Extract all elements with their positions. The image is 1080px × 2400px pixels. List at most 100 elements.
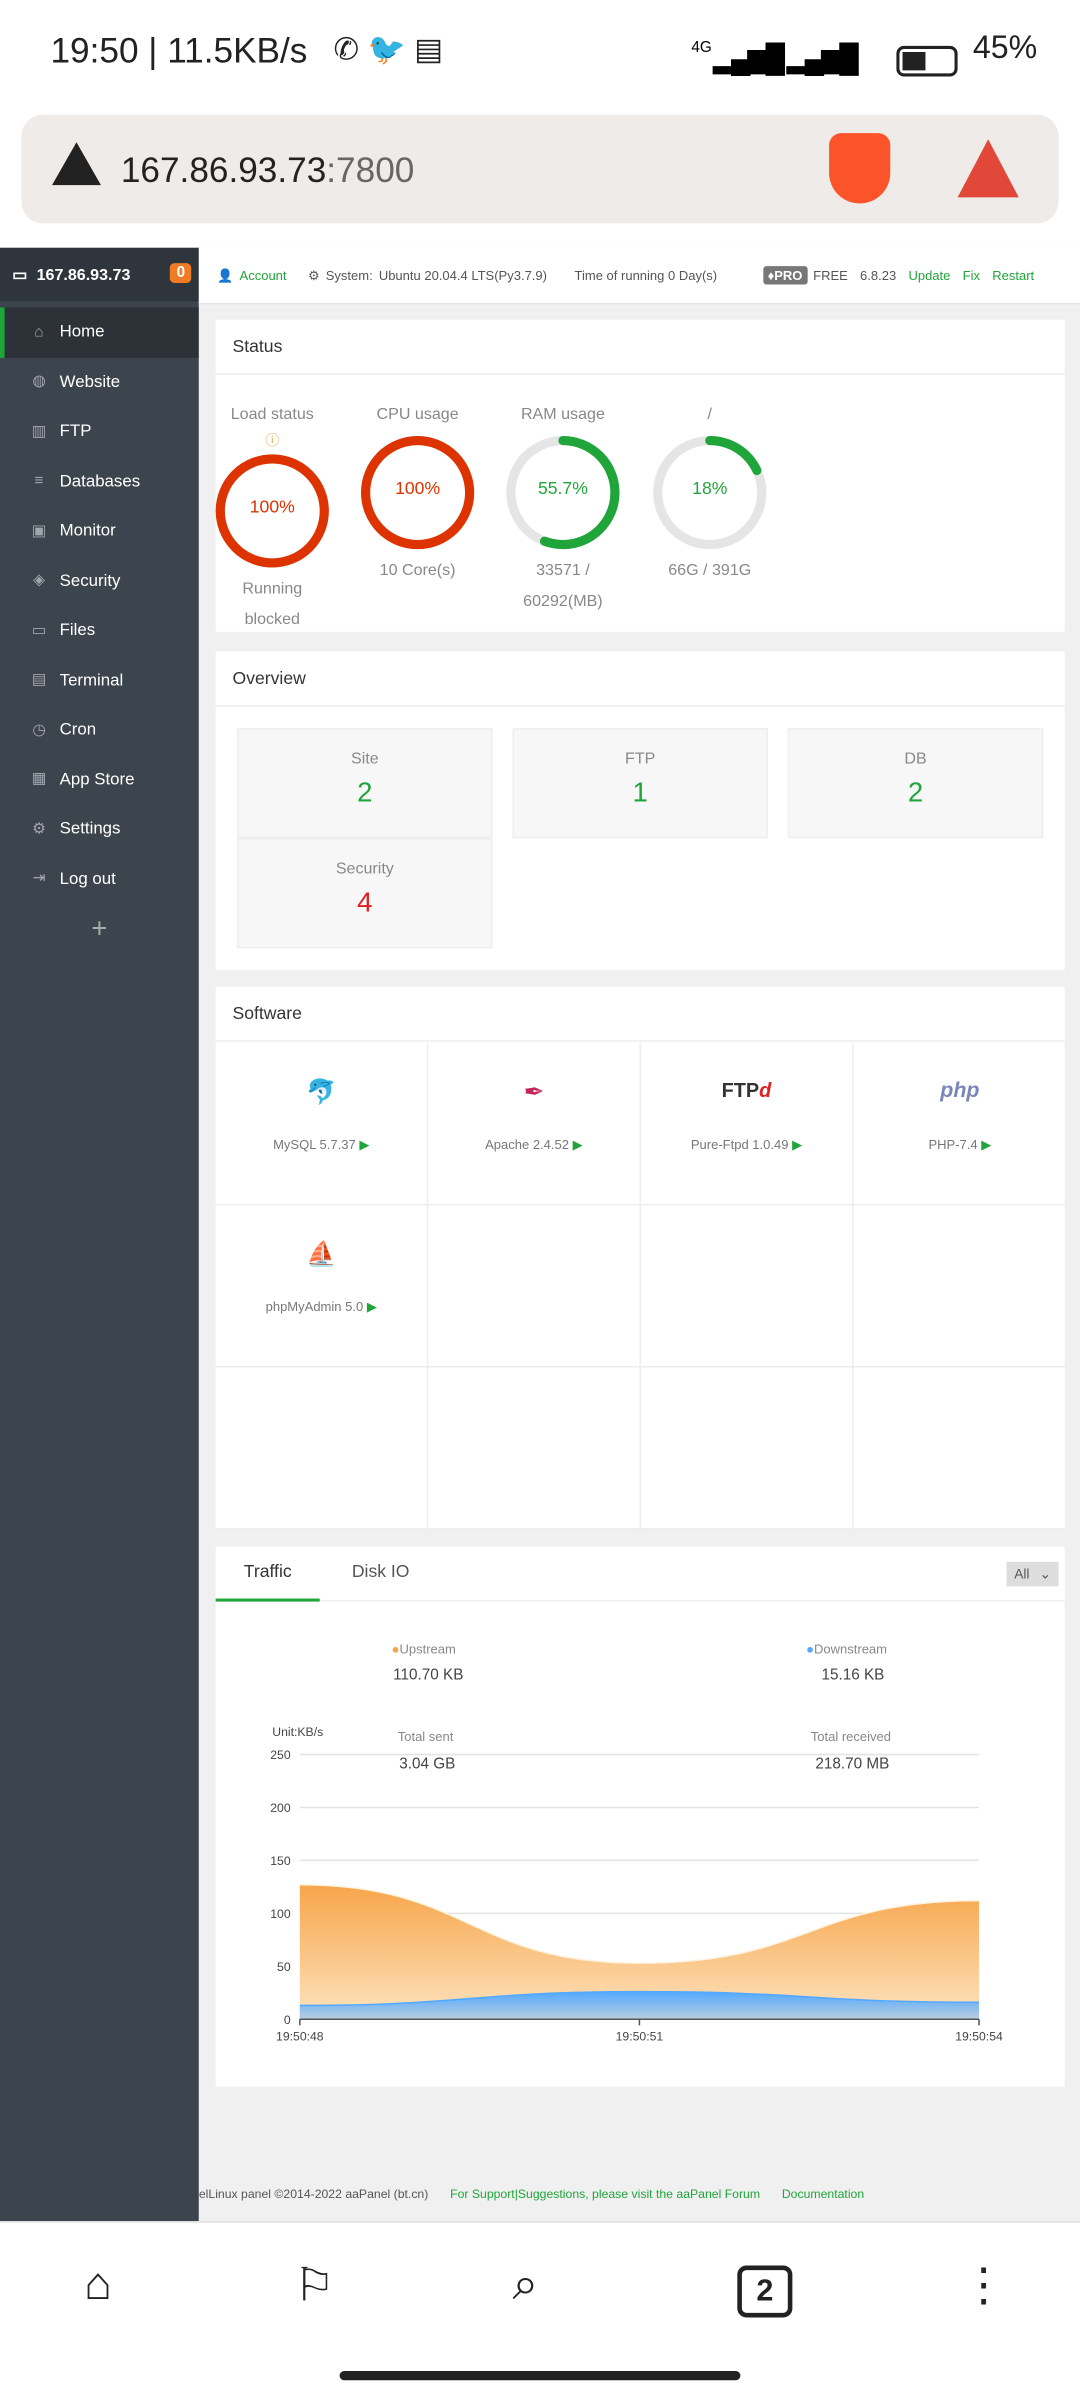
sidebar-item-website[interactable]: ◍ Website — [0, 357, 199, 407]
signal-icon: ▂▄▆█ ▂▄▆█ — [712, 42, 859, 74]
home-icon: ⌂ — [34, 323, 44, 341]
sidebar-item-app-store[interactable]: ▦ App Store — [0, 755, 199, 805]
play-icon[interactable]: ▶ — [792, 1136, 803, 1152]
sidebar-item-terminal[interactable]: ▤ Terminal — [0, 655, 199, 705]
overview-label: DB — [904, 749, 927, 768]
y-tick-label: 0 — [284, 2013, 291, 2027]
software-empty-slot — [428, 1205, 641, 1368]
warning-icon[interactable] — [52, 142, 101, 186]
url-port: :7800 — [326, 149, 415, 190]
sidebar-item-log-out[interactable]: ⇥ Log out — [0, 854, 199, 904]
x-tick-label: 19:50:48 — [276, 2030, 324, 2044]
battery-level: 45% — [972, 30, 1038, 66]
top-bar: 👤 Account ⚙ System: Ubuntu 20.04.4 LTS(Py3.… — [198, 247, 1080, 305]
total-received-label: Total received — [810, 1728, 891, 1744]
software-title: Software — [215, 987, 1065, 1042]
overview-label: Site — [350, 749, 379, 768]
software-item[interactable]: FTPd Pure-Ftpd 1.0.49 ▶ — [640, 1043, 854, 1206]
forum-link[interactable]: For Support|Suggestions, please visit th… — [450, 2187, 761, 2202]
sidebar-item-home[interactable]: ⌂ Home — [0, 307, 199, 358]
version: 6.8.23 — [860, 267, 897, 283]
play-icon[interactable]: ▶ — [572, 1136, 583, 1152]
notification-badge[interactable]: 0 — [170, 263, 192, 283]
sidebar-item-databases[interactable]: ≡ Databases — [0, 457, 199, 507]
range-select[interactable]: All ⌄ — [1006, 1561, 1059, 1587]
gear-icon: ⚙ — [32, 821, 46, 838]
play-icon[interactable]: ▶ — [359, 1136, 370, 1152]
software-name: phpMyAdmin 5.0 — [265, 1298, 364, 1315]
gauge-fill — [361, 435, 475, 550]
gauge-ring[interactable] — [356, 431, 478, 553]
sidebar-item-security[interactable]: ◈ Security — [0, 556, 199, 606]
software-item[interactable]: php PHP-7.4 ▶ — [853, 1043, 1067, 1206]
ftp-logo-icon: FTPd — [721, 1078, 772, 1102]
tabs-button[interactable]: 2 — [737, 2265, 793, 2318]
upstream-value: 110.70 KB — [393, 1667, 464, 1685]
software-item[interactable]: ✒ Apache 2.4.52 ▶ — [428, 1043, 641, 1206]
gauge-ring[interactable] — [502, 431, 624, 553]
system-info: Ubuntu 20.04.4 LTS(Py3.7.9) — [378, 267, 547, 283]
play-icon[interactable]: ▶ — [366, 1298, 377, 1315]
y-axis-unit: Unit:KB/s — [272, 1725, 323, 1739]
tab-disk-io[interactable]: Disk IO — [351, 1563, 410, 1582]
gauge-ring[interactable] — [211, 450, 333, 572]
address-bar[interactable]: 167.86.93.73:7800 — [21, 114, 1059, 224]
url-host: 167.86.93.73 — [120, 149, 327, 190]
bookmark-icon[interactable]: ⚐ — [293, 2260, 335, 2312]
gauge-detail-2: blocked — [244, 610, 300, 629]
gauge-ring[interactable] — [649, 431, 771, 553]
overview-label: Security — [335, 859, 394, 879]
phpmyadmin-sailboat-icon: ⛵ — [305, 1242, 337, 1269]
software-item[interactable]: ⛵ phpMyAdmin 5.0 ▶ — [215, 1205, 429, 1368]
gauge-detail-2: 60292(MB) — [523, 591, 603, 611]
update-link[interactable]: Update — [908, 267, 951, 283]
sidebar-item-files[interactable]: ▭ Files — [0, 606, 199, 656]
software-name: Pure-Ftpd 1.0.49 — [690, 1136, 789, 1152]
php-logo-icon: php — [940, 1076, 980, 1102]
overview-value: 1 — [632, 777, 648, 808]
brave-rewards-icon[interactable] — [957, 139, 1019, 198]
sidebar-item-cron[interactable]: ◷ Cron — [0, 705, 199, 755]
software-card: Software 🐬 MySQL 5.7.37 ▶ ✒ Apache 2.4.52 ▶… — [215, 986, 1067, 1530]
gesture-bar[interactable] — [339, 2371, 741, 2381]
software-empty-slot — [215, 1367, 429, 1530]
upstream-legend: ●Upstream — [391, 1641, 456, 1657]
series-area-upstream — [299, 1884, 980, 2020]
gauge-fill — [506, 435, 620, 550]
sidebar-item-label: Settings — [59, 820, 121, 839]
tab-traffic[interactable]: Traffic — [215, 1547, 320, 1602]
apache-feather-icon: ✒ — [523, 1079, 545, 1106]
y-tick-label: 200 — [270, 1801, 291, 1815]
restart-link[interactable]: Restart — [992, 267, 1035, 283]
folder-icon: ▭ — [31, 622, 47, 640]
add-menu-button[interactable]: + — [91, 913, 108, 944]
gauge-1: CPU usage 100% 10 Core(s) — [349, 405, 487, 592]
fix-link[interactable]: Fix — [962, 267, 980, 283]
more-menu-icon[interactable]: ⋮ — [960, 2260, 1007, 2312]
software-name: PHP-7.4 — [928, 1136, 978, 1152]
sidebar-item-label: Monitor — [59, 522, 116, 541]
ubuntu-icon: ⚙ — [307, 266, 320, 283]
sidebar-item-label: FTP — [59, 422, 92, 441]
gauge-label: RAM usage — [520, 405, 605, 424]
sidebar-item-label: Home — [59, 323, 105, 342]
sidebar-item-settings[interactable]: ⚙ Settings — [0, 805, 199, 855]
play-icon[interactable]: ▶ — [981, 1136, 992, 1152]
software-item[interactable]: 🐬 MySQL 5.7.37 ▶ — [215, 1043, 429, 1206]
documentation-link[interactable]: Documentation — [781, 2187, 865, 2202]
sidebar-item-monitor[interactable]: ▣ Monitor — [0, 506, 199, 556]
overview-db[interactable]: DB 2 — [787, 728, 1044, 839]
sidebar-server[interactable]: ▭ 167.86.93.73 0 — [0, 247, 199, 302]
software-name: Apache 2.4.52 — [485, 1136, 569, 1152]
overview-site[interactable]: Site 2 — [237, 728, 493, 839]
uptime: Time of running 0 Day(s) — [574, 267, 718, 283]
help-icon[interactable]: ⓘ — [265, 432, 280, 449]
sidebar-item-ftp[interactable]: ▥ FTP — [0, 407, 199, 457]
home-icon[interactable]: ⌂ — [84, 2259, 112, 2310]
overview-ftp[interactable]: FTP 1 — [512, 728, 768, 839]
search-icon[interactable]: ⌕ — [512, 2259, 539, 2310]
brave-shield-icon[interactable] — [829, 133, 891, 204]
account-link[interactable]: Account — [239, 267, 287, 283]
overview-security[interactable]: Security 4 — [237, 838, 493, 949]
pro-badge[interactable]: ♦PRO — [763, 266, 808, 285]
